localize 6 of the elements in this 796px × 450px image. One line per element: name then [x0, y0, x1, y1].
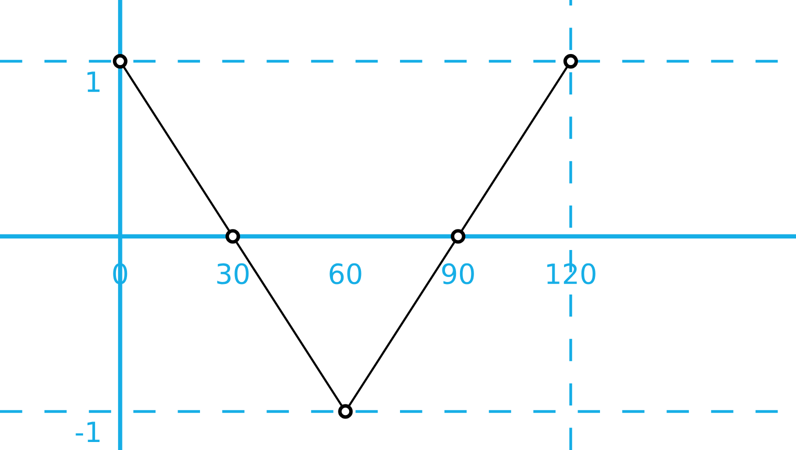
- x-tick-label: 120: [547, 263, 596, 284]
- y-tick-label: -1: [76, 422, 100, 442]
- y-tick-label: 1: [87, 72, 100, 92]
- x-tick-label: 30: [217, 263, 249, 284]
- x-tick-label: 60: [330, 263, 362, 284]
- x-tick-label: 90: [442, 263, 474, 284]
